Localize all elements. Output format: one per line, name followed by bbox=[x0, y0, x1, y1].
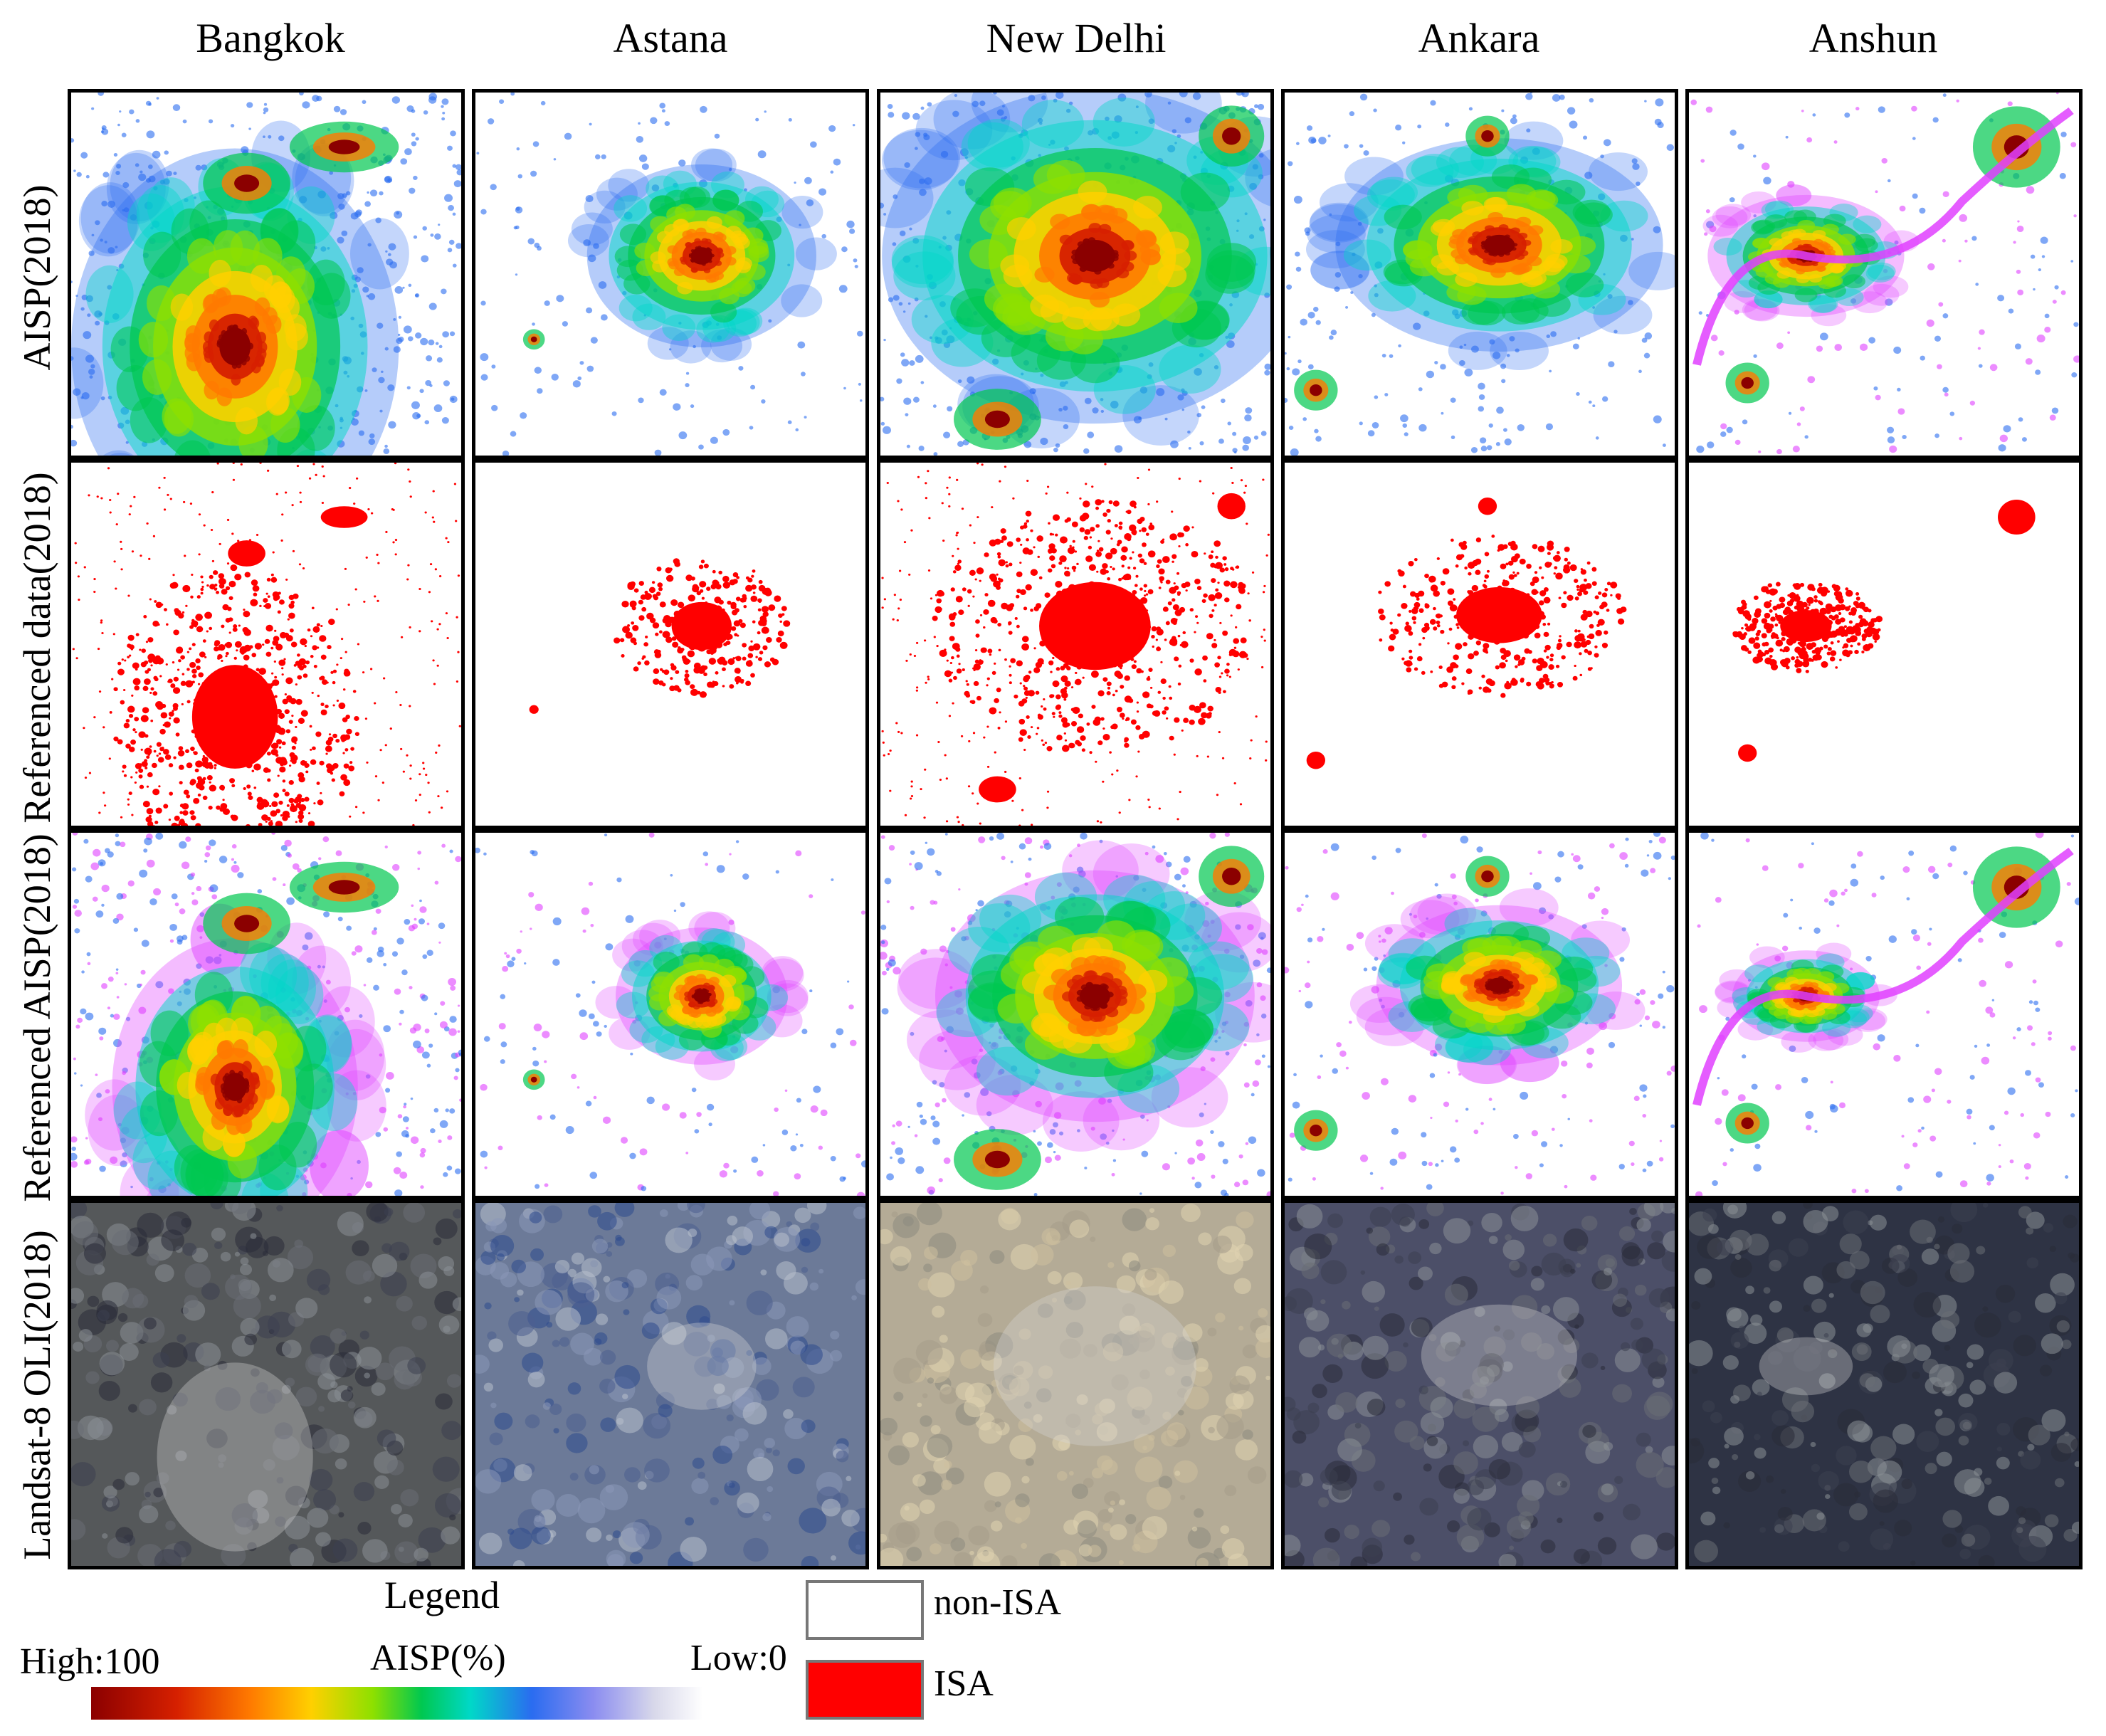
map-panel-landsat-new-delhi bbox=[877, 1199, 1274, 1569]
column-title-astana: Astana bbox=[613, 15, 728, 61]
map-panel-referenced-aisp-bangkok bbox=[68, 829, 465, 1199]
map-panel-aisp-new-delhi bbox=[877, 89, 1274, 459]
map-panel-referenced-aisp-anshun bbox=[1685, 829, 2083, 1199]
map-panel-referenced-aisp-new-delhi bbox=[877, 829, 1274, 1199]
legend-low-label: Low:0 bbox=[690, 1638, 787, 1678]
column-title-ankara: Ankara bbox=[1418, 15, 1540, 61]
row-title-referenced-data: Referenced data(2018) bbox=[16, 472, 58, 824]
map-panel-referenced-anshun bbox=[1685, 459, 2083, 829]
row-title-landsat: Landsat-8 OLI(2018) bbox=[16, 1230, 58, 1560]
column-title-bangkok: Bangkok bbox=[196, 15, 345, 61]
legend-colorbar-label: AISP(%) bbox=[370, 1638, 506, 1678]
map-panel-aisp-ankara bbox=[1281, 89, 1678, 459]
map-panel-referenced-astana bbox=[472, 459, 869, 829]
map-panel-aisp-astana bbox=[472, 89, 869, 459]
isa-label: ISA bbox=[934, 1663, 994, 1704]
map-panel-landsat-bangkok bbox=[68, 1199, 465, 1569]
map-panel-landsat-anshun bbox=[1685, 1199, 2083, 1569]
column-title-anshun: Anshun bbox=[1808, 15, 1938, 61]
map-panel-aisp-anshun bbox=[1685, 89, 2083, 459]
isa-swatch bbox=[806, 1660, 924, 1720]
row-title-aisp: AISP(2018) bbox=[16, 184, 58, 371]
column-title-new-delhi: New Delhi bbox=[986, 15, 1167, 61]
map-panel-landsat-ankara bbox=[1281, 1199, 1678, 1569]
row-title-referenced-aisp: Referenced AISP(2018) bbox=[16, 833, 58, 1202]
non-isa-label: non-ISA bbox=[934, 1582, 1062, 1623]
aisp-colorbar bbox=[91, 1687, 703, 1720]
map-panel-referenced-bangkok bbox=[68, 459, 465, 829]
legend-high-label: High:100 bbox=[20, 1641, 160, 1682]
map-panel-referenced-ankara bbox=[1281, 459, 1678, 829]
map-panel-landsat-astana bbox=[472, 1199, 869, 1569]
map-panel-aisp-bangkok bbox=[68, 89, 465, 459]
non-isa-swatch bbox=[806, 1580, 924, 1640]
map-panel-referenced-new-delhi bbox=[877, 459, 1274, 829]
legend-title: Legend bbox=[384, 1574, 500, 1616]
map-panel-referenced-aisp-astana bbox=[472, 829, 869, 1199]
map-panel-referenced-aisp-ankara bbox=[1281, 829, 1678, 1199]
